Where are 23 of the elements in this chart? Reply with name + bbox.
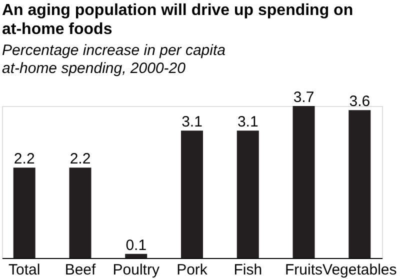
x-tick-label: Fruits <box>285 262 323 278</box>
bar <box>292 106 315 258</box>
bar <box>236 130 259 258</box>
bar <box>181 130 203 258</box>
x-tick-label: Fish <box>234 262 262 278</box>
x-tick-label: Total <box>8 262 40 278</box>
chart-title: An aging population will drive up spending on at-home foods <box>2 2 354 38</box>
bar <box>125 254 148 258</box>
bar <box>69 168 92 258</box>
data-label: 2.2 <box>70 150 91 168</box>
x-tick-label: Pork <box>176 262 208 278</box>
bar <box>348 110 371 258</box>
chart-subtitle: Percentage increase in per capita at-home spending, 2000-20 <box>2 42 226 77</box>
data-label: 3.1 <box>182 114 202 131</box>
x-tick-label: Beef <box>64 262 96 278</box>
data-label: 3.6 <box>349 93 370 110</box>
data-label: 0.1 <box>126 236 147 254</box>
x-tick-label: Poultry <box>112 262 160 278</box>
bar <box>13 168 36 258</box>
data-label: 3.7 <box>293 89 314 106</box>
data-label: 3.1 <box>237 114 258 131</box>
x-tick-label: Vegetables <box>322 262 397 278</box>
data-label: 2.2 <box>14 150 35 168</box>
